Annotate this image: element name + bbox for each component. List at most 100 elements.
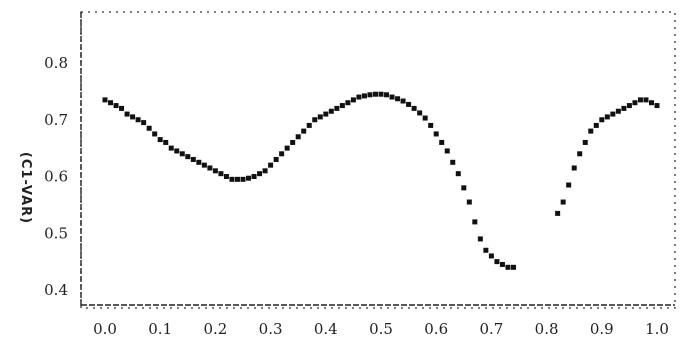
data-point [571,165,577,171]
data-point [356,94,362,100]
data-point [450,159,456,165]
data-point [400,98,406,104]
data-point [577,151,583,157]
data-point [207,165,213,171]
data-point [406,101,412,107]
data-point [505,264,511,270]
data-point [168,145,174,151]
data-point [295,134,301,140]
data-point [157,137,163,143]
data-point [257,171,263,177]
data-point [610,111,616,117]
data-point [102,97,108,103]
x-tick-label: 0.2 [203,320,227,338]
data-point [163,139,169,145]
data-point [477,236,483,242]
data-point [643,97,649,103]
data-point [141,120,147,126]
data-point [185,154,191,160]
data-point [135,117,141,123]
data-point [301,128,307,134]
y-tick-label: 0.8 [44,54,68,72]
data-point [273,156,279,162]
data-point [560,199,566,205]
data-point [212,168,218,174]
data-point [190,156,196,162]
x-tick-label: 0.8 [535,320,559,338]
x-tick-label: 0.9 [590,320,614,338]
data-point [334,105,340,111]
data-point [350,97,356,103]
data-point [345,100,351,106]
x-tick-label: 0.4 [314,320,338,338]
y-tick-labels: 0.4 0.5 0.6 0.7 0.8 [44,54,68,299]
data-point [626,103,632,109]
data-point [472,219,478,225]
data-point [367,92,373,98]
data-point [654,103,660,109]
data-point [510,264,516,270]
x-tick-labels: 0.0 0.1 0.2 0.3 0.4 0.5 0.6 0.7 0.8 0.9 1.0 [93,320,669,338]
data-point [290,139,296,145]
data-point [196,159,202,165]
data-point [201,162,207,168]
data-point [229,176,235,182]
data-point [268,162,274,168]
data-point [124,111,130,117]
y-axis-label: (C1-VAR) [18,152,33,224]
data-point [284,145,290,151]
data-point [593,122,599,128]
x-tick-label: 0.6 [424,320,448,338]
data-points [102,91,660,270]
data-point [119,105,125,111]
plot-frame [80,11,676,309]
data-point [323,111,329,117]
data-point [361,93,367,99]
data-point [588,128,594,134]
x-tick-label: 0.0 [93,320,117,338]
data-point [328,108,334,114]
data-point [218,171,224,177]
y-tick-label: 0.4 [44,281,68,299]
data-point [417,110,423,116]
x-tick-label: 0.5 [369,320,393,338]
data-point [306,122,312,128]
x-tick-label: 0.3 [259,320,283,338]
data-point [444,148,450,154]
data-point [632,100,638,106]
data-point [234,176,240,182]
data-point [279,151,285,157]
data-point [455,171,461,177]
data-point [113,103,119,109]
data-point [372,91,378,97]
data-point [488,253,494,259]
data-point [615,108,621,114]
data-point [312,117,318,123]
data-point [494,259,500,265]
data-point [621,105,627,111]
data-point [411,105,417,111]
data-point [251,174,257,179]
data-point [604,114,610,120]
data-point [146,125,152,131]
data-point [428,122,434,128]
data-point [395,96,401,102]
data-point [461,185,467,191]
y-tick-label: 0.7 [44,111,68,129]
data-point [378,91,384,97]
data-point [499,261,505,267]
data-point [108,100,114,106]
x-tick-label: 1.0 [645,320,669,338]
data-point [582,139,588,145]
data-point [246,175,252,181]
data-point [262,168,268,174]
data-point [439,139,445,145]
data-point [174,148,180,154]
data-point [599,117,605,123]
data-point [384,92,390,98]
data-point [637,97,643,103]
data-point [317,114,323,120]
data-point [389,94,395,100]
data-point [152,131,158,137]
